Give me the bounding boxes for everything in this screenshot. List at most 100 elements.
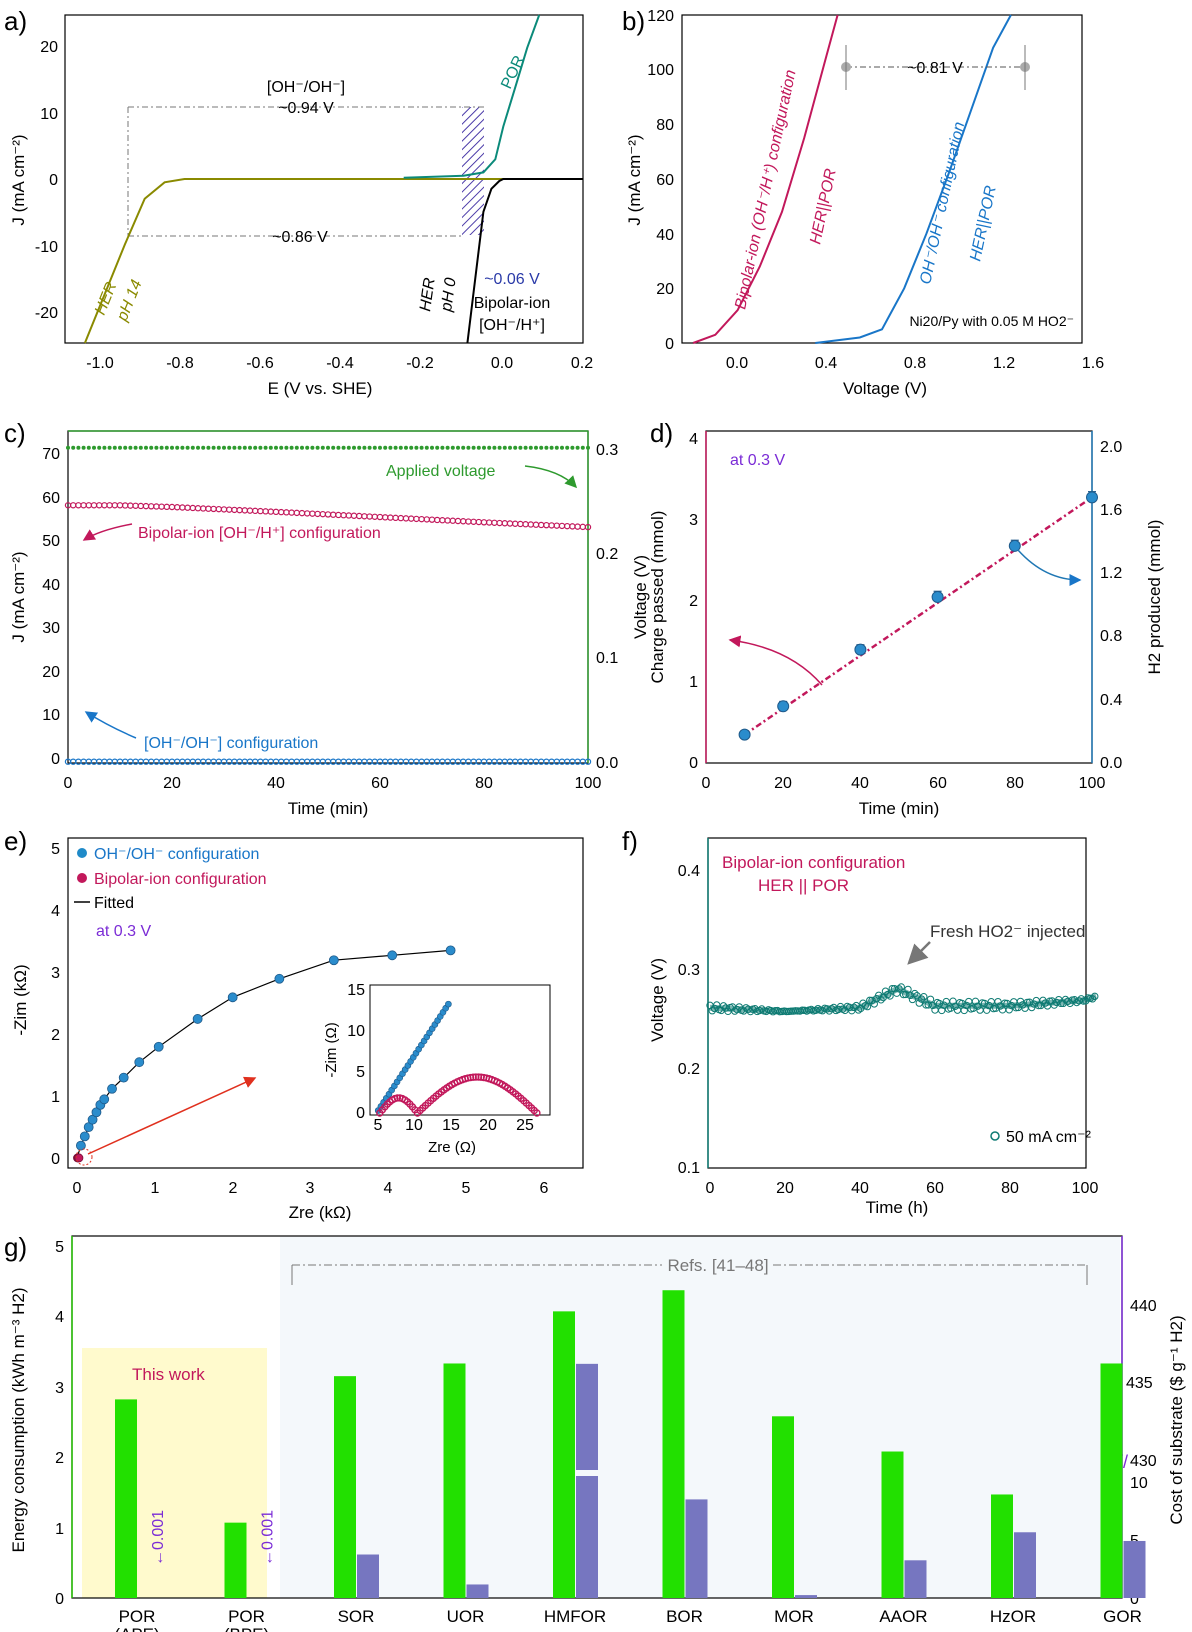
e-legend-ohoh: OH⁻/OH⁻ configuration (94, 846, 259, 863)
d-xtick: 60 (929, 775, 947, 792)
c-voltage-point (419, 445, 424, 450)
c-voltage-point (471, 445, 476, 450)
c-bipolar-point (246, 507, 254, 514)
g-category-labels: POR(APE)POR(BPE)SORUORHMFORBORMORAAORHzO… (114, 1607, 1142, 1632)
a-006: ~0.06 V (484, 271, 540, 288)
c-voltage-point (414, 445, 419, 450)
c-voltage-point (544, 445, 549, 450)
a-ytick: 10 (40, 106, 58, 123)
d-ylabel: Charge passed (mmol) (648, 511, 667, 684)
c-bipolar-point (314, 510, 321, 518)
e-zoom-circle (75, 1148, 93, 1166)
c-bipolar-point (480, 519, 488, 526)
e-inset-ytick: 10 (347, 1023, 365, 1040)
c-voltage-point (357, 445, 362, 450)
e-inset-ohoh-point (445, 1000, 452, 1008)
d-xtick: 0 (702, 775, 711, 792)
f-ytick: 0.1 (678, 1160, 700, 1177)
c-voltage-point (445, 445, 450, 450)
a-xtick: -0.8 (166, 355, 194, 372)
c-ohoh-point (584, 758, 592, 765)
a-bipolar2: [OH⁻/H⁺] (479, 317, 545, 334)
c-voltage-point (144, 445, 148, 450)
f-point (1001, 999, 1009, 1007)
a-xtick: 0.0 (491, 355, 513, 372)
g-cost-note: ←0.001 (150, 1510, 167, 1566)
e-ohoh-point (118, 1072, 129, 1083)
c-voltage-point (534, 445, 538, 450)
c-bipolar-point (304, 510, 311, 517)
d-y2tick: 0.8 (1100, 628, 1122, 645)
c-voltage-point (341, 445, 346, 450)
c-voltage-point (409, 445, 414, 450)
panel-e-xticks: 0 1 2 3 4 5 6 (73, 1180, 549, 1197)
c-voltage-point (138, 445, 143, 450)
b-081: ~0.81 V (907, 60, 963, 77)
e-at: at 0.3 V (96, 923, 151, 940)
e-inset-xtick: 10 (405, 1117, 423, 1134)
g-energy-bar (115, 1399, 137, 1598)
c-bipolar-point (267, 508, 274, 515)
a-series-her0 (466, 178, 583, 344)
c-applied: Applied voltage (386, 463, 496, 480)
c-voltage-point (216, 445, 221, 450)
c-voltage-point (123, 445, 128, 450)
panel-c-label: c) (4, 418, 26, 448)
b-oh2: HER||POR (967, 184, 1000, 263)
a-por-label: POR (498, 53, 528, 92)
c-bipolar-point (574, 523, 581, 530)
e-inset-xlabel: Zre (Ω) (428, 1139, 476, 1156)
c-ytick: 30 (42, 620, 60, 637)
c-bipolar-point (69, 502, 77, 509)
c-bipolar-point (262, 508, 269, 515)
c-xlabel: Time (min) (288, 799, 369, 818)
panel-d-xticks: 0 20 40 60 80 100 (702, 775, 1106, 792)
g-y2tick: 440 (1130, 1298, 1157, 1315)
c-bipolar-point (584, 523, 592, 531)
c-bipolar-point (330, 511, 337, 518)
c-voltage-point (175, 445, 180, 450)
c-arrow-bipolar (82, 523, 133, 541)
f-point (940, 1001, 948, 1009)
c-bipolar-point (387, 514, 394, 521)
c-voltage-point (513, 445, 518, 450)
c-voltage-point (518, 445, 523, 450)
e-inset-xtick: 5 (374, 1117, 383, 1134)
c-bipolar-point (366, 513, 373, 520)
c-bipolar-point (465, 518, 472, 525)
panel-a-yticks: -20 -10 0 10 20 (35, 39, 58, 322)
c-voltage-point (575, 445, 580, 450)
c-bipolar-point (470, 518, 477, 525)
c-bipolar-point (439, 517, 446, 524)
b-xtick: 1.2 (993, 355, 1015, 372)
e-legend-bip: Bipolar-ion configuration (94, 871, 267, 888)
g-this-work: This work (132, 1365, 205, 1384)
c-voltage-point (268, 445, 273, 450)
c-bipolar-point (496, 519, 503, 527)
f-point (886, 992, 894, 1000)
e-ytick: 3 (51, 965, 60, 982)
c-bipolar-point (486, 519, 493, 526)
f-point (897, 983, 905, 991)
d-at: at 0.3 V (730, 452, 785, 469)
c-bipolar-point (293, 509, 300, 517)
f-injected-arrow (907, 941, 931, 965)
c-bipolar-point (278, 508, 285, 516)
g-cost-bar-low (576, 1476, 598, 1598)
c-bipolar-point (225, 506, 233, 513)
c-voltage-point (404, 445, 408, 450)
g-category-label: AAOR (879, 1607, 927, 1626)
c-voltage-point (232, 445, 237, 450)
c-bipolar-point (272, 508, 280, 516)
panel-b-label: b) (622, 6, 645, 36)
c-voltage-point (388, 445, 393, 450)
c-voltage-point (222, 445, 226, 450)
f-ytick: 0.3 (678, 962, 700, 979)
a-her14-l2: pH 14 (114, 277, 146, 324)
f-point (994, 997, 1002, 1006)
c-voltage-point (383, 445, 388, 450)
a-xtick: -0.4 (326, 355, 354, 372)
c-voltage-point (528, 445, 533, 450)
b-xtick: 0.4 (815, 355, 837, 372)
